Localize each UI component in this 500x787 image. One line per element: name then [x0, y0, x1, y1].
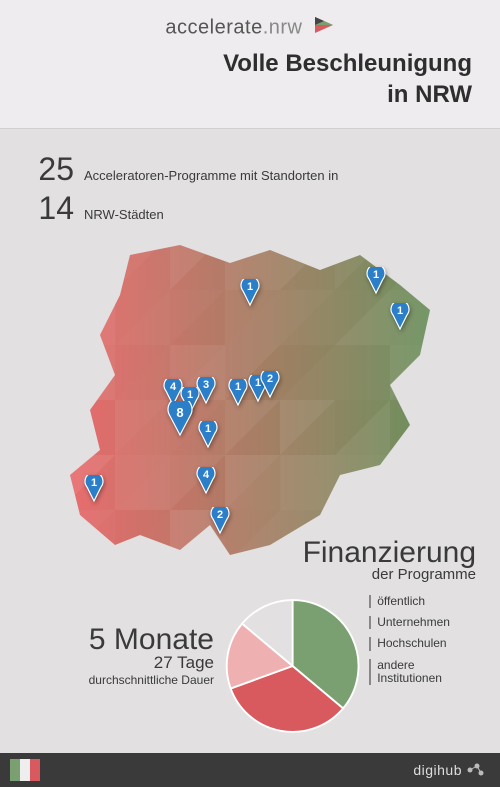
duration-block: 5 Monate 27 Tage durchschnittliche Dauer	[24, 623, 214, 687]
map-pin: 1	[239, 279, 261, 307]
stat-programs-num: 25	[30, 151, 74, 188]
nrw-coat-icon	[10, 759, 40, 781]
pie-area: öffentlich Unternehmen Hochschulen andere I…	[222, 591, 476, 741]
pie-legend: öffentlich Unternehmen Hochschulen andere I…	[369, 595, 476, 685]
map-pin: 1	[365, 267, 387, 295]
map-pin: 2	[259, 371, 281, 399]
footer-digihub: digihub	[413, 762, 462, 778]
stat-programs-label: Acceleratoren-Programme mit Standorten i…	[84, 168, 338, 183]
headline-line1: Volle Beschleunigung	[28, 48, 472, 79]
brand-accel: accelerate	[165, 16, 262, 38]
legend-item: öffentlich	[369, 595, 476, 608]
headline: Volle Beschleunigung in NRW	[28, 48, 472, 110]
legend-item: Unternehmen	[369, 616, 476, 629]
map-pin: 2	[209, 507, 231, 535]
brand-play-icon	[313, 16, 335, 40]
duration-avg: durchschnittliche Dauer	[24, 673, 214, 687]
map: 11141311281421	[0, 235, 500, 565]
digihub-icon	[466, 763, 486, 777]
map-pin: 8	[166, 401, 194, 437]
pie-chart	[222, 591, 363, 741]
headline-line2: in NRW	[28, 79, 472, 110]
financing-subtitle: der Programme	[24, 566, 476, 583]
brand-nrw: .nrw	[263, 16, 303, 38]
map-pin: 3	[195, 377, 217, 405]
duration-main: 5 Monate	[24, 623, 214, 657]
map-pin: 4	[195, 467, 217, 495]
footer: digihub	[0, 753, 500, 787]
map-pin: 1	[197, 421, 219, 449]
map-pin: 1	[227, 379, 249, 407]
lower-section: Finanzierung der Programme 5 Monate 27 T…	[0, 536, 500, 741]
map-pin: 1	[83, 475, 105, 503]
legend-item: andere Institutionen	[369, 659, 476, 685]
map-pin: 1	[389, 303, 411, 331]
legend-item: Hochschulen	[369, 637, 476, 650]
header: accelerate.nrw Volle Beschleunigung in N…	[0, 0, 500, 129]
financing-title: Finanzierung	[24, 536, 476, 570]
stat-programs: 25 Acceleratoren-Programme mit Standorte…	[30, 151, 470, 188]
brand: accelerate.nrw	[28, 16, 472, 40]
